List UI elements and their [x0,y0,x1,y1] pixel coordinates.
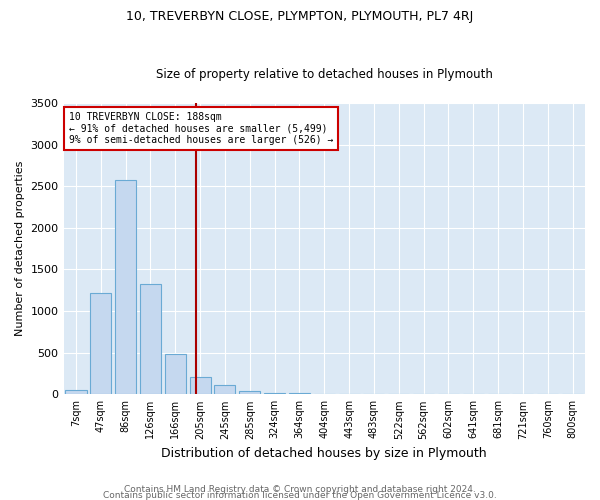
Bar [214,385,235,394]
Y-axis label: Number of detached properties: Number of detached properties [15,161,25,336]
Text: 10 TREVERBYN CLOSE: 188sqm
← 91% of detached houses are smaller (5,499)
9% of se: 10 TREVERBYN CLOSE: 188sqm ← 91% of deta… [69,112,333,145]
Title: Size of property relative to detached houses in Plymouth: Size of property relative to detached ho… [156,68,493,81]
Text: Contains HM Land Registry data © Crown copyright and database right 2024.: Contains HM Land Registry data © Crown c… [124,485,476,494]
Bar [65,390,86,394]
Bar [165,354,186,395]
Bar [190,377,211,394]
Bar [90,293,112,394]
Bar [115,180,136,394]
Text: 10, TREVERBYN CLOSE, PLYMPTON, PLYMOUTH, PL7 4RJ: 10, TREVERBYN CLOSE, PLYMPTON, PLYMOUTH,… [127,10,473,23]
Bar [264,392,285,394]
Bar [239,391,260,394]
X-axis label: Distribution of detached houses by size in Plymouth: Distribution of detached houses by size … [161,447,487,460]
Bar [140,284,161,395]
Text: Contains public sector information licensed under the Open Government Licence v3: Contains public sector information licen… [103,491,497,500]
